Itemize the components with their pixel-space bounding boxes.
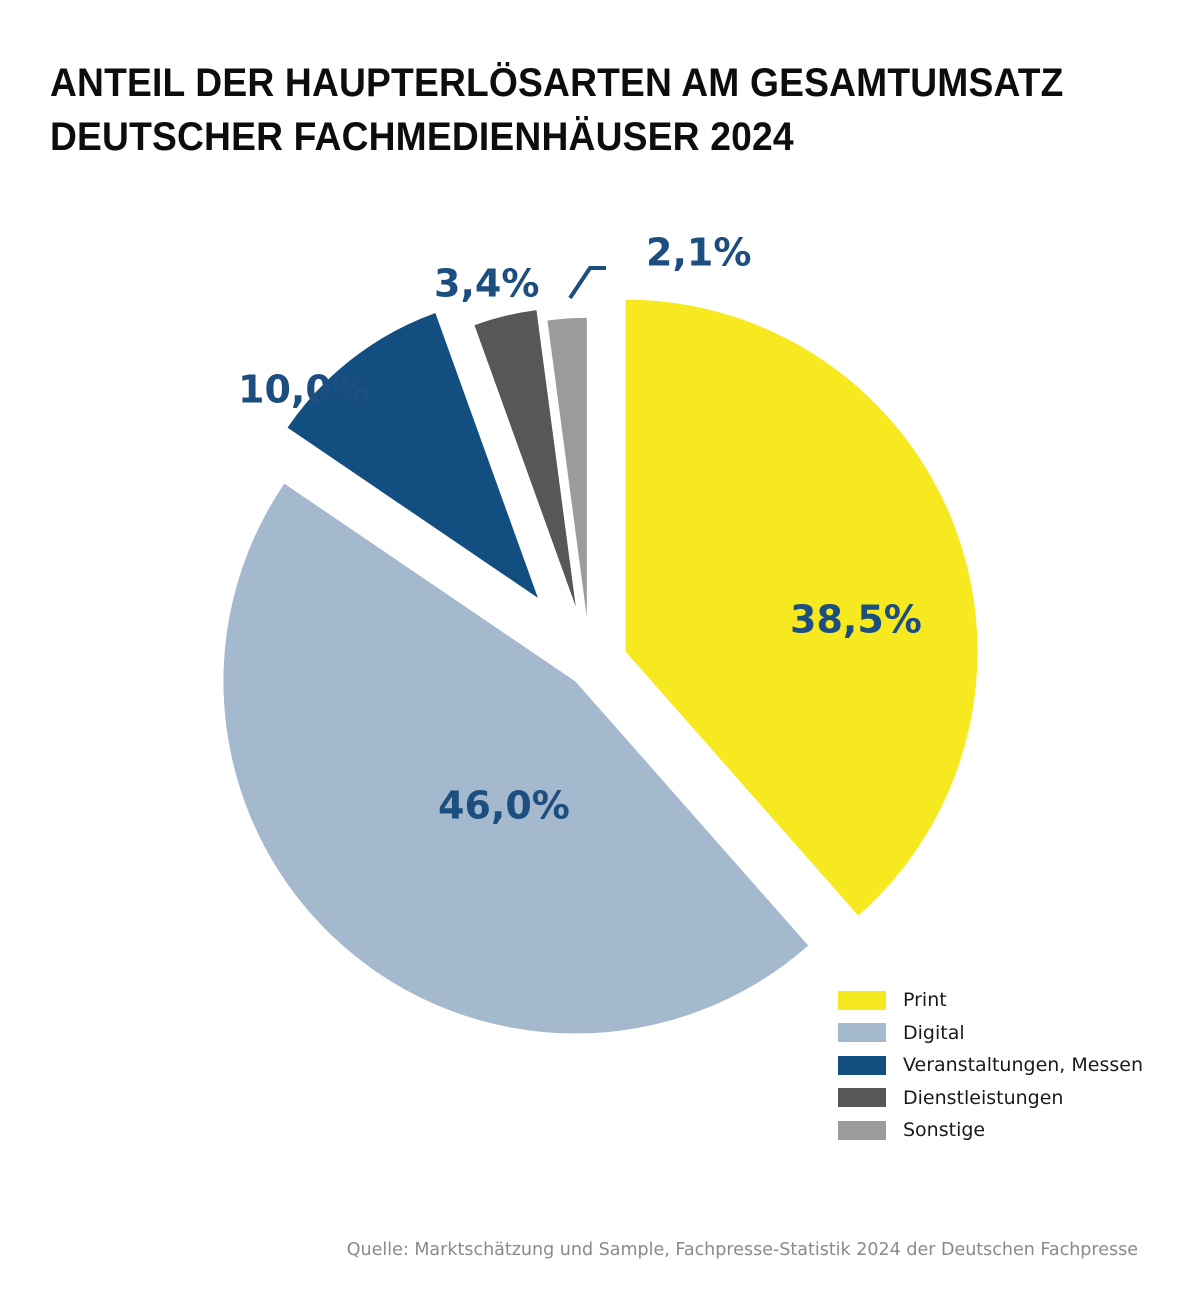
pie-slice-events — [287, 313, 538, 598]
chart-title-line-1: ANTEIL DER HAUPTERLÖSARTEN AM GESAMTUMSA… — [50, 61, 1064, 105]
legend-swatch-print — [838, 990, 886, 1010]
legend-label-other: Sonstige — [903, 1119, 986, 1142]
pie-slice-other — [547, 317, 587, 618]
legend-label-services: Dienstleistungen — [903, 1086, 1064, 1109]
legend-swatch-other — [838, 1120, 886, 1140]
legend-swatch-services — [838, 1088, 886, 1108]
legend-item-other: Sonstige — [838, 1114, 1143, 1147]
data-label-services: 3,4% — [434, 262, 539, 306]
chart-title-line-2: DEUTSCHER FACHMEDIENHÄUSER 2024 — [50, 115, 794, 159]
data-label-events: 10,0% — [238, 368, 370, 412]
data-label-other: 2,1% — [646, 231, 751, 275]
legend-item-events: Veranstaltungen, Messen — [838, 1049, 1143, 1082]
data-label-print: 38,5% — [790, 598, 922, 642]
legend-item-print: Print — [838, 984, 1143, 1017]
source-note: Quelle: Marktschätzung und Sample, Fachp… — [346, 1240, 1138, 1260]
label-leader-line-other — [568, 266, 606, 300]
pie-slice-digital — [223, 483, 809, 1034]
legend-item-digital: Digital — [838, 1017, 1143, 1050]
data-label-digital: 46,0% — [438, 784, 570, 828]
legend-swatch-events — [838, 1055, 886, 1075]
legend-label-print: Print — [903, 989, 947, 1012]
legend-swatch-digital — [838, 1023, 886, 1043]
legend-label-events: Veranstaltungen, Messen — [903, 1054, 1143, 1077]
legend: Print Digital Veranstaltungen, Messen Di… — [838, 984, 1143, 1147]
pie-slice-print — [625, 299, 978, 916]
pie-slice-services — [474, 310, 576, 607]
legend-label-digital: Digital — [903, 1021, 965, 1044]
chart-title: ANTEIL DER HAUPTERLÖSARTEN AM GESAMTUMSA… — [50, 56, 1064, 164]
legend-item-services: Dienstleistungen — [838, 1082, 1143, 1115]
